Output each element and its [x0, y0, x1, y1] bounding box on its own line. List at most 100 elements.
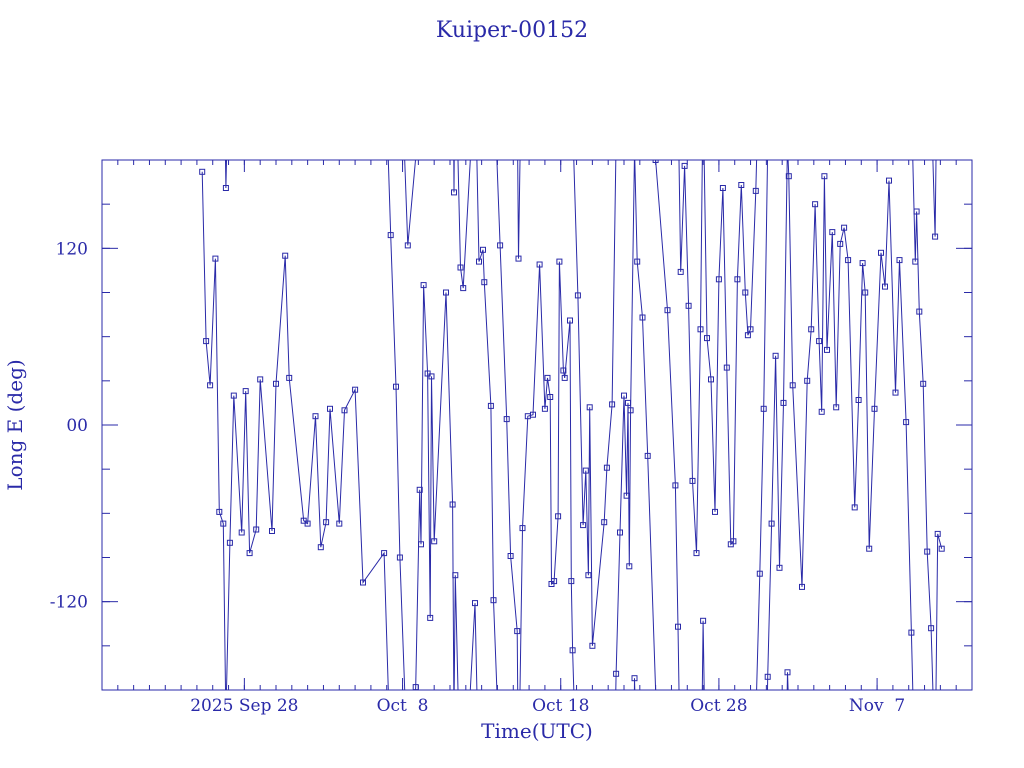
data-point [230, 392, 237, 399]
data-point [613, 670, 620, 677]
data-point [700, 617, 707, 624]
data-point [555, 513, 562, 520]
data-point [738, 182, 745, 188]
data-point [556, 258, 563, 265]
data-point [768, 520, 775, 527]
data-point [515, 255, 522, 262]
data-point [934, 530, 941, 537]
data-point [882, 283, 888, 290]
data-point [833, 404, 840, 411]
data-point [312, 413, 319, 420]
data-point [207, 382, 214, 389]
data-point [336, 520, 343, 527]
data-point [829, 229, 836, 236]
data-point [352, 386, 359, 393]
data-point [603, 464, 610, 471]
data-point [681, 162, 688, 169]
data-point [341, 407, 348, 414]
x-tick-label: Oct 8 [377, 696, 429, 716]
data-point [585, 572, 592, 579]
data-point [282, 252, 289, 259]
data-point [689, 477, 696, 484]
data-point [816, 338, 823, 345]
data-point [886, 177, 892, 184]
data-point [677, 268, 684, 275]
series-line [201, 160, 943, 690]
data-point [747, 326, 754, 333]
data-point [742, 289, 749, 296]
data-point [621, 392, 627, 399]
data-point [220, 520, 227, 527]
data-point [536, 261, 543, 268]
data-point [780, 399, 787, 406]
data-point [418, 541, 424, 548]
data-point [586, 404, 593, 411]
data-point [639, 314, 646, 321]
data-point [916, 308, 923, 315]
data-point [764, 673, 771, 680]
data-point [715, 276, 722, 283]
data-point [723, 364, 730, 371]
data-point [203, 338, 210, 345]
data-point [912, 258, 919, 265]
data-point [273, 380, 279, 387]
data-point [932, 233, 939, 240]
data-point [476, 258, 482, 265]
data-point [756, 570, 763, 577]
data-point [672, 482, 679, 489]
data-point [253, 526, 260, 533]
series-layer [199, 160, 945, 690]
data-point [451, 189, 457, 196]
data-point [560, 367, 567, 374]
data-point [323, 519, 330, 526]
data-point [824, 346, 830, 353]
data-point [859, 260, 866, 267]
data-point [744, 332, 751, 339]
data-point [704, 335, 710, 342]
data-point [503, 416, 510, 423]
data-point [541, 405, 548, 412]
data-point [431, 538, 438, 545]
data-point [547, 394, 554, 400]
data-point [490, 597, 497, 604]
data-point [242, 388, 249, 395]
data-point [928, 625, 935, 632]
data-point [685, 302, 692, 309]
data-point [772, 352, 779, 359]
data-point [216, 508, 223, 515]
data-point [381, 550, 388, 557]
data-point [449, 501, 456, 508]
data-point [568, 578, 575, 585]
data-point [487, 402, 494, 409]
data-point [664, 307, 671, 314]
data-point [472, 600, 478, 607]
data-point [789, 382, 796, 389]
data-point [808, 326, 815, 333]
data-point [896, 257, 903, 264]
data-point [360, 579, 366, 586]
data-point [634, 258, 641, 265]
y-tick-label: -120 [50, 593, 88, 613]
data-point [652, 160, 659, 163]
data-point [574, 292, 581, 299]
data-point [675, 623, 681, 630]
x-tick-label: Nov 7 [849, 696, 905, 716]
data-point [841, 224, 848, 231]
data-point [582, 467, 589, 474]
data-point [416, 486, 423, 493]
data-point [393, 383, 399, 390]
data-point [226, 539, 233, 546]
data-point [818, 408, 825, 415]
data-point [878, 249, 884, 256]
data-point [428, 373, 435, 380]
data-point [924, 548, 931, 555]
data-point [427, 614, 434, 621]
data-point [257, 376, 264, 383]
data-point [851, 504, 858, 511]
data-point [317, 544, 324, 551]
x-tick-label: 2025 Sep 28 [190, 696, 298, 716]
data-point [623, 492, 630, 499]
x-axis-label: Time(UTC) [481, 719, 593, 743]
data-point [892, 389, 899, 396]
